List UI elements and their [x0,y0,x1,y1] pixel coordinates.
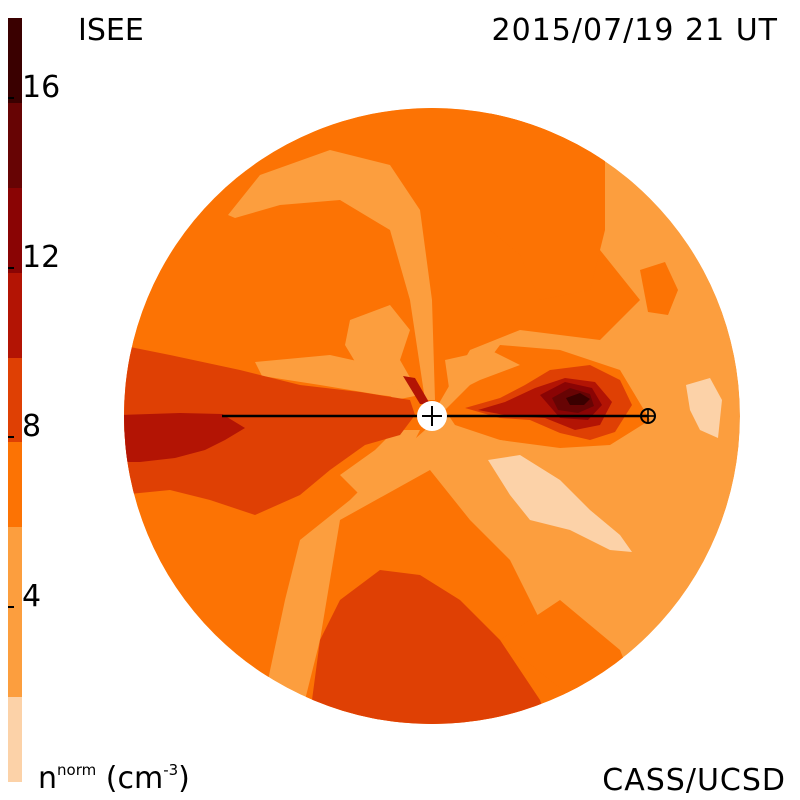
colorbar [8,18,22,782]
colorbar-band [8,527,22,698]
contour-level-10-sun-wisp [403,376,430,404]
density-contours [124,108,740,724]
contour-level-2-southeast [488,455,632,552]
colorbar-band [8,697,22,782]
contour-level-2-east-edge [686,378,722,438]
colorbar-tick-label: 16 [7,69,61,105]
colorbar-unit-label: nnorm (cm-3) [38,761,190,796]
source-label: ISEE [78,13,144,48]
colorbar-band [8,18,22,103]
colorbar-band [8,272,22,358]
unit-suffix: ) [178,761,190,796]
colorbar-tick-label: 8 [7,409,42,445]
quantity-superscript: norm [57,761,97,779]
contour-level-4-east-lower [445,430,600,470]
contour-level-8-west-band [124,345,415,515]
quantity-symbol: n [38,761,58,796]
credit-label: CASS/UCSD [602,763,786,798]
contour-level-8-south-lobe [300,570,560,724]
contour-level-4-west-wing [255,355,405,398]
contour-level-6-northeast-spot [640,262,678,315]
colorbar-band [8,357,22,443]
unit-prefix: (cm [105,761,164,796]
colorbar-band [8,187,22,273]
colorbar-tick-label: 4 [7,579,42,615]
unit-exponent: -3 [163,761,179,779]
contour-level-10-west-core [124,413,245,462]
contour-level-4-sw-tongue [340,430,420,495]
colorbar-band [8,102,22,188]
timestamp-label: 2015/07/19 21 UT [491,13,778,48]
contour-level-4-west-tongue [345,305,420,400]
contour-level-6-right [490,110,605,300]
contour-level-16-east-peak [566,393,590,405]
colorbar-tick-label: 12 [7,239,61,275]
contour-level-4-east-tongue [445,350,520,395]
colorbar-band [8,442,22,528]
contour-level-4-north-arc [228,150,435,400]
